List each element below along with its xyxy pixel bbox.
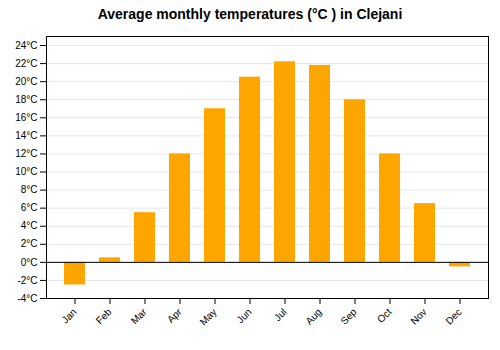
svg-text:Jan: Jan (59, 306, 78, 325)
svg-text:0°C: 0°C (21, 257, 38, 268)
svg-text:20°C: 20°C (15, 76, 37, 87)
svg-text:May: May (198, 306, 219, 327)
svg-text:-4°C: -4°C (17, 293, 37, 304)
svg-text:Aug: Aug (303, 306, 323, 326)
svg-text:8°C: 8°C (21, 184, 38, 195)
html-text:Average monthly temperatures (: Average monthly temperatures (°C ) in Cl… (97, 6, 403, 22)
svg-text:12°C: 12°C (15, 148, 37, 159)
svg-text:Jul: Jul (272, 306, 289, 323)
svg-text:2°C: 2°C (21, 238, 38, 249)
svg-text:Jun: Jun (234, 306, 253, 325)
svg-text:Sep: Sep (338, 306, 359, 327)
svg-text:4°C: 4°C (21, 220, 38, 231)
svg-text:Apr: Apr (165, 306, 184, 325)
svg-text:Feb: Feb (94, 306, 114, 326)
svg-text:Oct: Oct (375, 306, 394, 325)
svg-text:6°C: 6°C (21, 202, 38, 213)
svg-text:Nov: Nov (408, 306, 428, 326)
svg-text:Mar: Mar (129, 306, 149, 326)
svg-text:16°C: 16°C (15, 112, 37, 123)
svg-text:-2°C: -2°C (17, 275, 37, 286)
svg-text:14°C: 14°C (15, 130, 37, 141)
svg-text:Dec: Dec (443, 306, 463, 326)
svg-text:18°C: 18°C (15, 94, 37, 105)
svg-text:10°C: 10°C (15, 166, 37, 177)
svg-text:24°C: 24°C (15, 40, 37, 51)
svg-text:22°C: 22°C (15, 58, 37, 69)
